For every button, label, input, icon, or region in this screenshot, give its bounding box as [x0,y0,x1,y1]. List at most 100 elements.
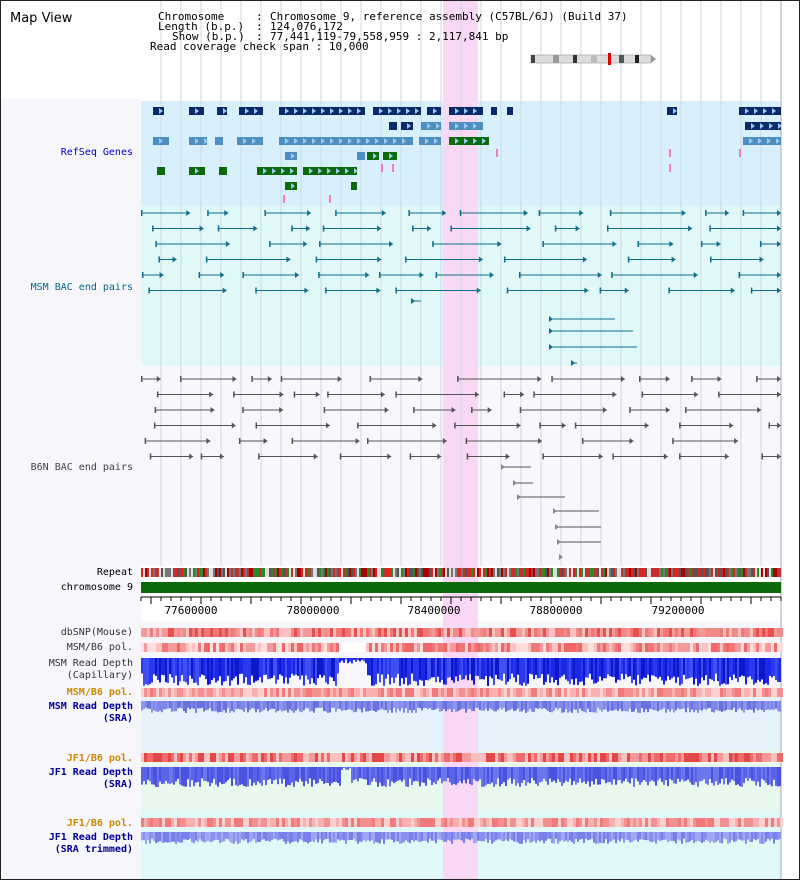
jf1-depth-sra-bar [375,767,377,782]
jf1-depth-sra-bar [695,767,697,783]
msm-depth-sra-bar [247,701,249,713]
jf1-depth-trimmed-bar [167,832,169,843]
jf1-b6-pol-2-cell [447,818,450,827]
jf1-depth-trimmed-bar [617,832,619,841]
jf1-depth-sra-bar [431,767,433,786]
msm-depth-capillary-bar [719,658,721,686]
gene-strand-arrow [303,108,307,114]
gene-strand-arrow [204,138,208,144]
msm-depth-sra-bar [609,701,611,711]
msm-b6-pol-2-cell [759,688,762,697]
jf1-depth-sra-bar [321,767,323,782]
track-label-msm-depth-sra[interactable]: MSM Read Depth (SRA) [49,701,133,725]
track-label-jf1-b6-pol-1[interactable]: JF1/B6 pol. [67,753,133,765]
msm-b6-pol-1-cell [144,643,147,652]
msm-depth-capillary-bar [211,658,213,681]
msm-b6-pol-1-cell [543,643,546,652]
track-label-chromosome[interactable]: chromosome 9 [61,582,133,594]
gene-strand-arrow [345,168,349,174]
track-label-msm-depth-capillary[interactable]: MSM Read Depth (Capillary) [49,658,133,682]
track-label-jf1-depth-sra[interactable]: JF1 Read Depth (SRA) [49,767,133,791]
jf1-depth-sra-bar [409,767,411,779]
track-label-dbsnp[interactable]: dbSNP(Mouse) [61,627,133,639]
jf1-depth-trimmed-bar [429,832,431,839]
jf1-b6-pol-2-cell [597,818,600,827]
msm-bac-end [700,241,703,247]
jf1-b6-pol-2-cell [390,818,393,827]
msm-depth-capillary-bar [597,658,599,682]
msm-depth-sra-bar [733,701,735,708]
repeat-bar [659,568,661,577]
msm-b6-pol-1-cell [597,643,600,652]
jf1-b6-pol-1-cell [684,753,687,762]
refseq-gene-block [419,137,441,145]
jf1-depth-sra-bar [495,767,497,785]
track-label-refseq[interactable]: RefSeq Genes [61,147,133,159]
repeat-bar [761,568,763,577]
repeat-bar [281,568,283,577]
msm-b6-pol-2-cell [558,688,561,697]
msm-depth-sra-bar [339,701,341,709]
repeat-bar [417,568,419,577]
msm-depth-sra-bar [387,701,389,713]
msm-depth-capillary-bar [755,658,757,683]
ideogram-position-marker [608,53,611,65]
jf1-b6-pol-2-cell [720,818,723,827]
track-label-msm-b6-pol-2[interactable]: MSM/B6 pol. [67,687,133,699]
dbsnp-cell [297,628,300,637]
msm-depth-sra-bar [705,701,707,710]
track-label-jf1-depth-trimmed[interactable]: JF1 Read Depth (SRA trimmed) [49,832,133,856]
jf1-depth-trimmed-bar [335,832,337,843]
dbsnp-cell [273,628,276,637]
repeat-bar [477,568,479,577]
msm-b6-pol-1-cell [768,643,771,652]
track-label-msm-b6-pol-1[interactable]: MSM/B6 pol. [67,642,133,654]
gene-strand-arrow [425,138,429,144]
msm-b6-pol-2-cell [267,688,270,697]
jf1-b6-pol-1-cell [249,753,252,762]
jf1-b6-pol-1-cell [264,753,267,762]
b6n-bac-end-arrow [734,438,739,444]
jf1-b6-pol-2-cell [690,818,693,827]
jf1-b6-pol-2-cell [462,818,465,827]
dbsnp-cell [501,628,504,637]
jf1-b6-pol-1-cell [336,753,339,762]
msm-b6-pol-2-cell [552,688,555,697]
msm-depth-sra-bar [461,701,463,709]
msm-b6-pol-1-cell [639,643,642,652]
jf1-b6-pol-1-cell [348,753,351,762]
track-label-repeat[interactable]: Repeat [97,567,133,579]
jf1-depth-trimmed-bar [587,832,589,841]
jf1-depth-sra-bar [605,767,607,784]
repeat-bar [193,568,195,577]
msm-depth-capillary-bar [235,658,237,677]
jf1-b6-pol-2-cell [729,818,732,827]
track-label-b6n-bac[interactable]: B6N BAC end pairs [31,462,133,474]
jf1-depth-trimmed-bar [747,832,749,840]
msm-b6-pol-1-cell [705,643,708,652]
msm-b6-pol-2-cell [471,688,474,697]
msm-b6-pol-2-cell [468,688,471,697]
dbsnp-cell [519,628,522,637]
track-label-msm-bac[interactable]: MSM BAC end pairs [31,282,133,294]
dbsnp-cell [429,628,432,637]
msm-bac-end [606,225,609,232]
jf1-depth-trimmed-bar [661,832,663,841]
msm-b6-pol-1-cell [477,643,480,652]
ideogram-band [635,55,639,63]
jf1-depth-trimmed-bar [267,832,269,841]
dbsnp-cell [492,628,495,637]
track-label-jf1-b6-pol-2[interactable]: JF1/B6 pol. [67,818,133,830]
jf1-b6-pol-2-cell [192,818,195,827]
msm-depth-sra-bar [561,701,563,713]
msm-bac-end [319,241,321,247]
repeat-bar [735,568,737,577]
repeat-bar [693,568,695,577]
jf1-b6-pol-1-cell [759,753,762,762]
b6n-bac-end [156,391,159,398]
jf1-depth-trimmed-bar [689,832,691,842]
msm-depth-capillary-bar [155,658,157,676]
msm-b6-pol-2-cell [162,688,165,697]
b6n-bac-end-arrow [665,376,670,382]
